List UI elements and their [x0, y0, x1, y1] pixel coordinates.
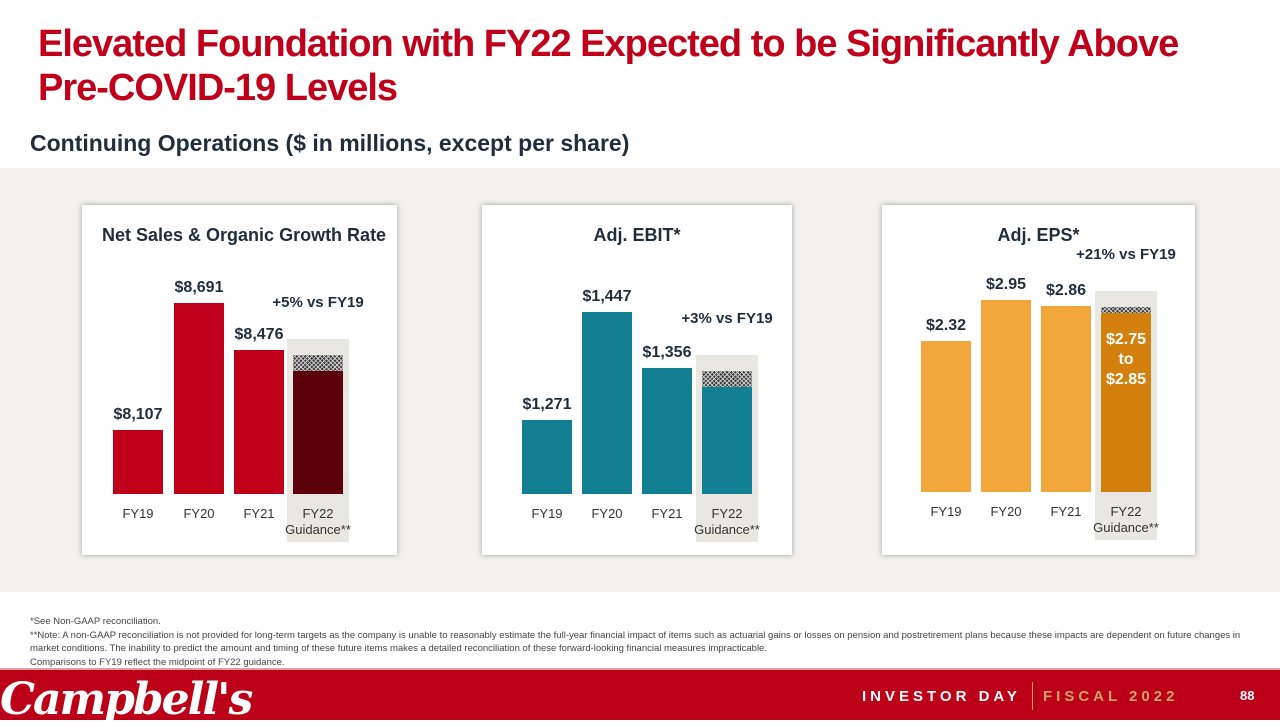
x-tick-label: FY21 — [243, 506, 275, 521]
x-tick-label: FY21 — [1050, 504, 1082, 519]
value-label: $8,476 — [234, 325, 284, 343]
page-number: 88 — [1240, 688, 1255, 703]
chart-title: Adj. EPS* — [997, 225, 1080, 245]
growth-annotation: +3% vs FY19 — [681, 310, 773, 328]
x-tick-label: FY22 — [1110, 504, 1142, 519]
bar-fy22-guidance — [1101, 313, 1151, 492]
footnote: *See Non-GAAP reconciliation. — [30, 616, 161, 627]
value-label: $1,356 — [642, 343, 692, 361]
event-label: INVESTOR DAY — [862, 688, 1021, 705]
guidance-label: $2.75 — [1105, 331, 1147, 349]
guidance-range-hatch — [1101, 306, 1151, 314]
value-label: $8,107 — [113, 406, 163, 424]
campbells-logo: Campbell's — [0, 674, 253, 725]
x-tick-label-guidance: Guidance** — [694, 522, 760, 537]
bar-fy21 — [642, 367, 692, 494]
bar-fy22-guidance — [702, 387, 752, 494]
growth-annotation: +21% vs FY19 — [1076, 245, 1176, 263]
footer: Campbell's INVESTOR DAY FISCAL 2022 88 — [0, 668, 1280, 725]
guidance-label: $2.85 — [1105, 371, 1147, 389]
x-tick-label: FY19 — [122, 506, 154, 521]
divider — [1032, 682, 1033, 710]
bar-fy19 — [113, 430, 163, 494]
growth-annotation: +5% vs FY19 — [272, 294, 364, 312]
bar-fy19 — [921, 341, 971, 492]
chart-title: Adj. EBIT* — [593, 225, 681, 245]
value-label: $1,447 — [582, 287, 632, 305]
value-label: $2.86 — [1045, 282, 1087, 300]
bar-fy21 — [1041, 306, 1091, 492]
bar-fy22-guidance — [293, 370, 343, 494]
value-label: $8,691 — [174, 279, 224, 297]
value-label: $2.95 — [985, 276, 1027, 294]
x-tick-label: FY19 — [930, 504, 962, 519]
x-tick-label: FY19 — [531, 506, 563, 521]
value-label: $1,271 — [522, 395, 572, 413]
x-tick-label: FY20 — [591, 506, 623, 521]
guidance-range-hatch — [702, 371, 752, 388]
x-tick-label: FY20 — [990, 504, 1022, 519]
footnotes: *See Non-GAAP reconciliation. **Note: A … — [30, 615, 1260, 669]
x-tick-label: FY20 — [183, 506, 215, 521]
bar-fy19 — [522, 419, 572, 494]
guidance-label: to — [1118, 351, 1134, 369]
bar-fy20 — [981, 300, 1031, 492]
page-subtitle: Continuing Operations ($ in millions, ex… — [30, 130, 630, 156]
x-tick-label-guidance: Guidance** — [1093, 520, 1159, 535]
x-tick-label-guidance: Guidance** — [285, 522, 351, 537]
fiscal-label: FISCAL 2022 — [1043, 688, 1179, 705]
footnote: **Note: A non-GAAP reconciliation is not… — [30, 629, 1241, 655]
chart-title: Net Sales & Organic Growth Rate — [102, 225, 387, 245]
page-title: Elevated Foundation with FY22 Expected t… — [38, 23, 1179, 109]
guidance-range-hatch — [293, 355, 343, 371]
value-label: $2.32 — [925, 317, 967, 335]
bar-fy20 — [582, 311, 632, 494]
footnote: Comparisons to FY19 reflect the midpoint… — [30, 656, 285, 668]
x-tick-label: FY22 — [302, 506, 334, 521]
bar-fy21 — [234, 349, 284, 494]
x-tick-label: FY21 — [651, 506, 683, 521]
x-tick-label: FY22 — [711, 506, 743, 521]
bar-fy20 — [174, 303, 224, 494]
